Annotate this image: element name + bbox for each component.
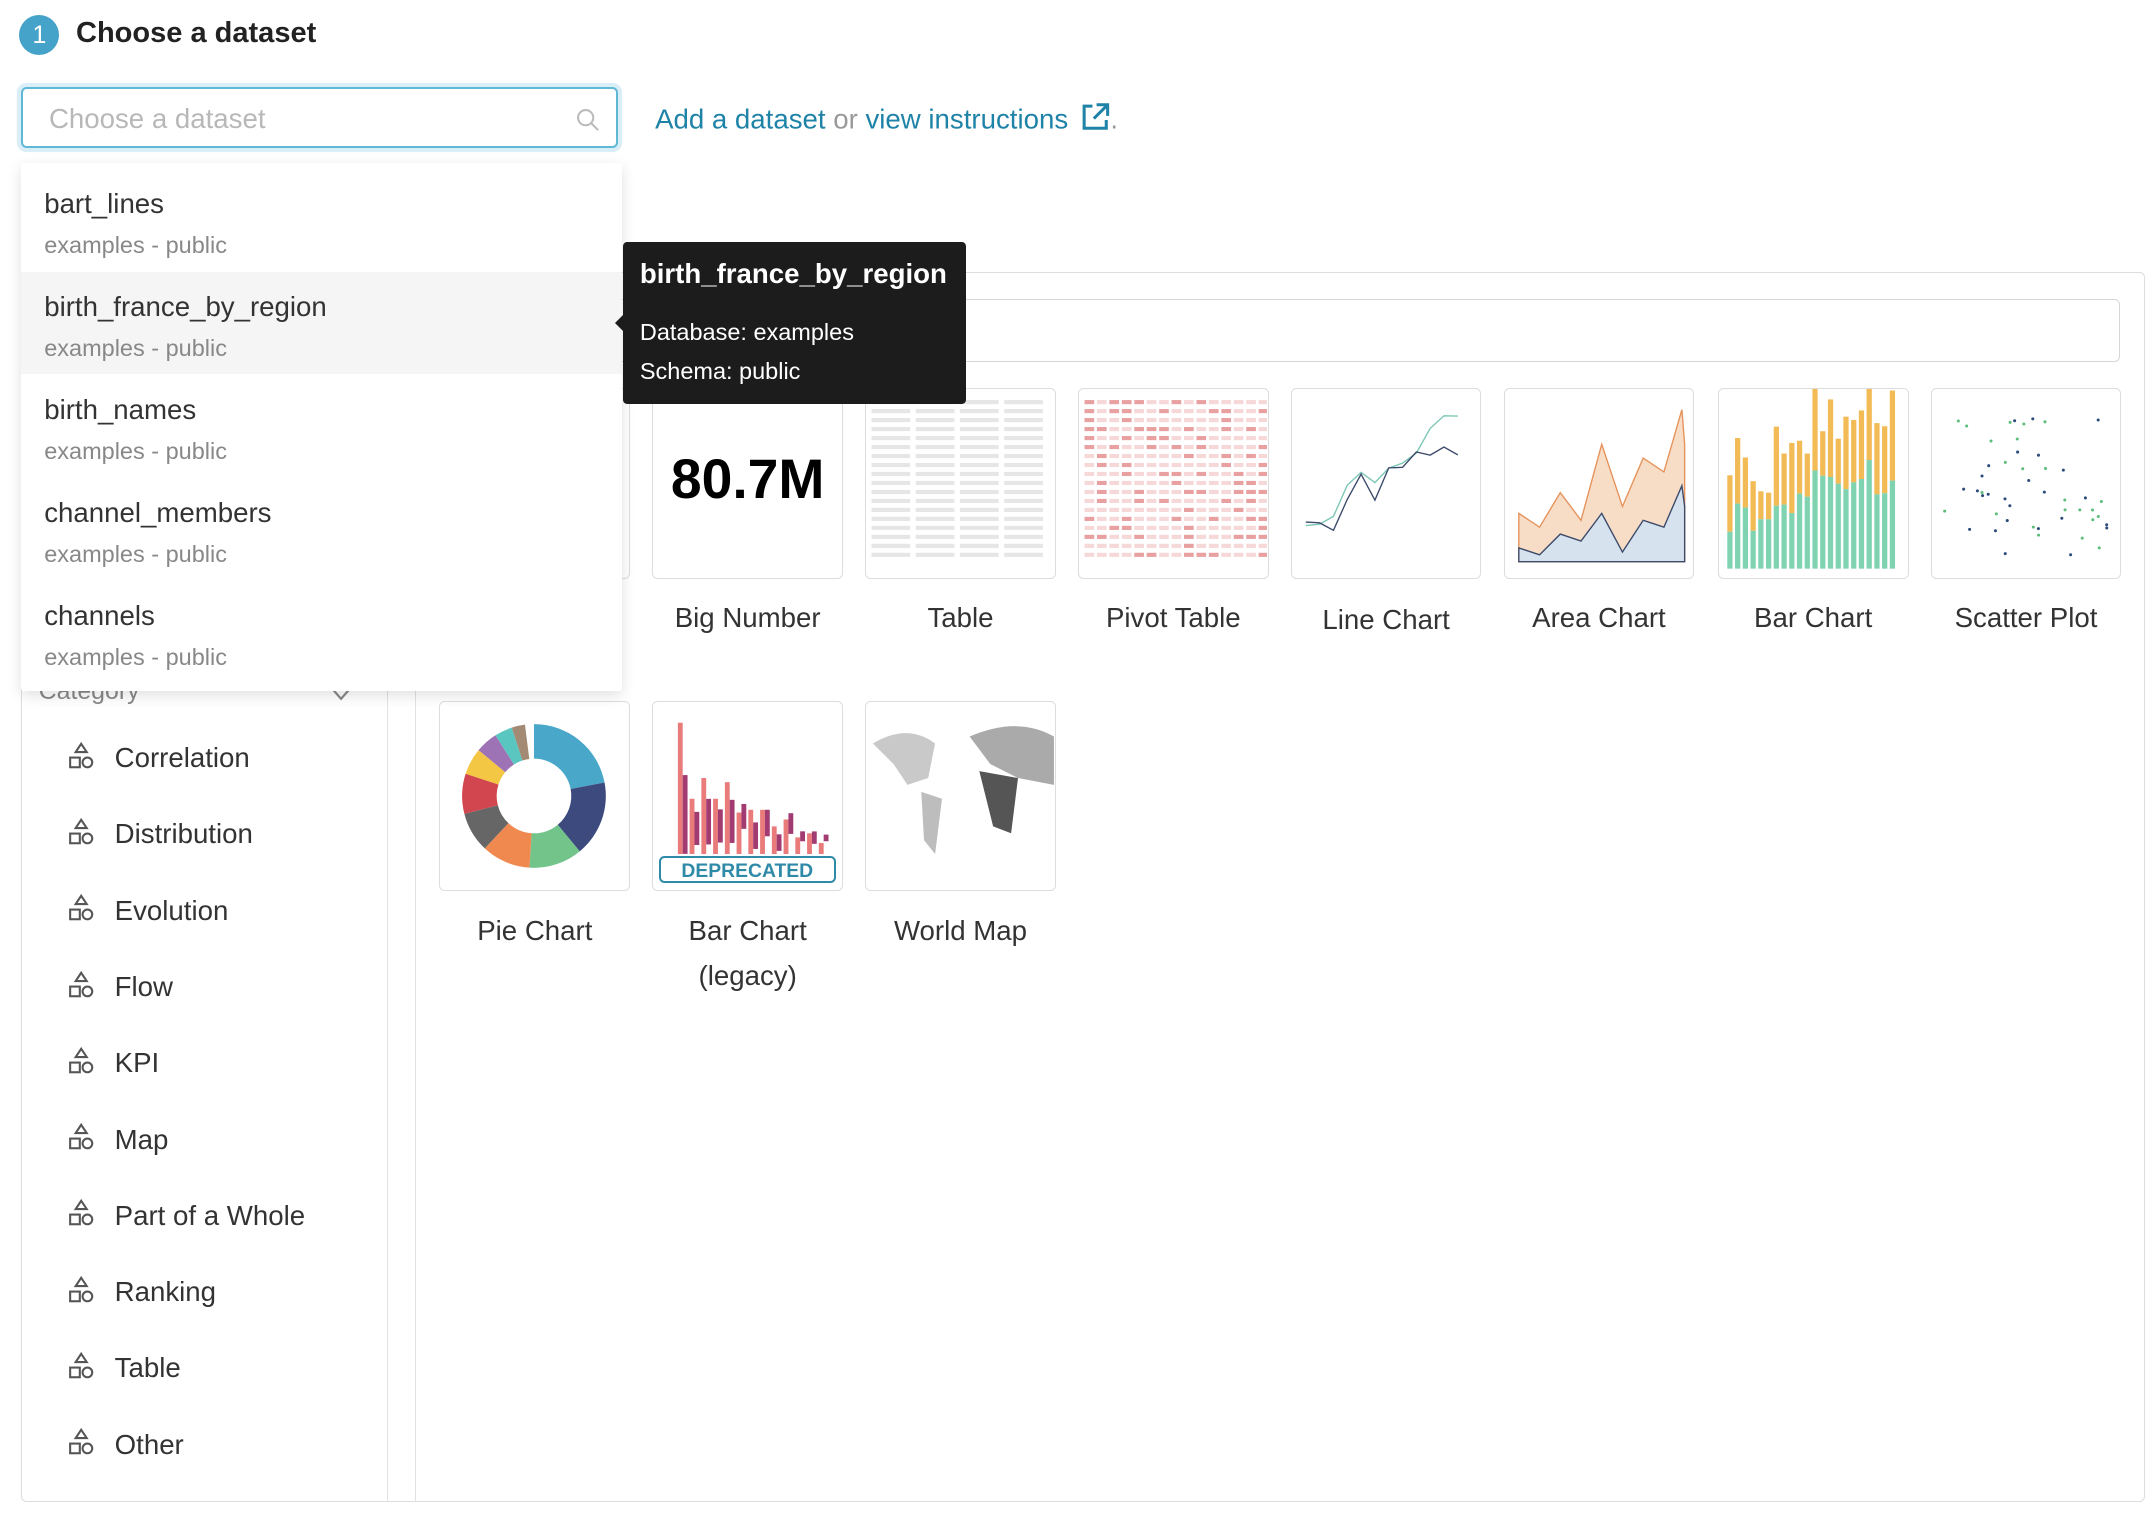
- category-label: Flow: [114, 970, 173, 1002]
- option-name: birth_names: [44, 393, 197, 425]
- option-name: bart_lines: [44, 187, 164, 219]
- option-subtitle: examples - public: [44, 643, 227, 670]
- category-label: Map: [114, 1123, 169, 1155]
- category-shapes-icon: [69, 1351, 94, 1379]
- dataset-select[interactable]: [20, 87, 618, 148]
- dataset-help-links: Add a dataset or view instructions .: [655, 102, 1118, 135]
- category-shapes-icon: [69, 970, 94, 997]
- option-name: channels: [44, 599, 155, 631]
- dataset-dropdown: bart_lines examples - public birth_france_…: [20, 163, 622, 691]
- category-label: Table: [114, 1352, 181, 1384]
- option-subtitle: examples - public: [44, 438, 227, 465]
- big-number-value: 80.7M: [670, 448, 825, 511]
- chart-label: World Map: [893, 915, 1027, 947]
- external-link-icon[interactable]: [1080, 102, 1110, 132]
- chart-card-world-map[interactable]: [865, 700, 1056, 892]
- category-shapes-icon: [69, 1199, 94, 1226]
- option-subtitle: examples - public: [44, 232, 227, 259]
- chart-label: (legacy): [698, 959, 797, 991]
- category-shapes-icon: [69, 741, 94, 769]
- category-label: Part of a Whole: [114, 1199, 306, 1231]
- category-sidebar: Category Correlation Distribution Evolutio…: [21, 272, 388, 1503]
- chart-label: Bar Chart: [688, 915, 807, 947]
- view-instructions-link[interactable]: view instructions: [865, 103, 1069, 135]
- option-name: birth_france_by_region: [44, 290, 327, 322]
- chart-label: Pivot Table: [1105, 601, 1241, 633]
- category-label: Correlation: [114, 742, 250, 774]
- add-dataset-link[interactable]: Add a dataset: [655, 103, 826, 135]
- chart-label: Pie Chart: [477, 915, 593, 947]
- category-shapes-icon: [69, 1275, 94, 1303]
- chart-label: Area Chart: [1532, 601, 1666, 633]
- category-label: Evolution: [114, 894, 229, 926]
- dataset-option[interactable]: birth_names examples - public: [21, 375, 622, 477]
- category-shapes-icon: [69, 1428, 94, 1455]
- tooltip-schema: Schema: public: [639, 357, 801, 384]
- category-label: Ranking: [114, 1276, 217, 1308]
- tooltip-database: Database: examples: [639, 319, 854, 346]
- search-icon: [576, 109, 599, 132]
- option-subtitle: examples - public: [44, 335, 227, 362]
- category-shapes-icon: [69, 817, 94, 845]
- category-shapes-icon: [69, 894, 94, 921]
- chart-label: Bar Chart: [1754, 601, 1873, 633]
- chart-card-pie-chart[interactable]: [439, 700, 631, 892]
- chart-card-bar-chart--legacy-[interactable]: DEPRECATED: [652, 700, 843, 892]
- dataset-search-input[interactable]: [46, 101, 564, 137]
- category-shapes-icon: [69, 1046, 94, 1074]
- chart-card-line-chart[interactable]: [1290, 388, 1482, 580]
- chart-label: Table: [927, 601, 994, 633]
- dataset-option[interactable]: channels examples - public: [21, 580, 622, 682]
- chart-label: Scatter Plot: [1954, 601, 2098, 633]
- section-title: Choose a dataset: [76, 16, 317, 49]
- chevron-down-icon[interactable]: [330, 685, 352, 702]
- dataset-tooltip: birth_france_by_region Database: example…: [614, 241, 967, 404]
- divider: [414, 272, 416, 1503]
- suffix: .: [1110, 103, 1119, 135]
- category-label: Distribution: [114, 818, 253, 850]
- deprecated-badge: DEPRECATED: [658, 855, 836, 884]
- chart-card-scatter-plot[interactable]: [1930, 388, 2122, 580]
- dataset-option[interactable]: bart_lines examples - public: [21, 169, 622, 271]
- chart-gallery-panel: [20, 272, 2145, 1503]
- option-name: channel_members: [44, 496, 272, 528]
- or-text: or: [825, 103, 866, 135]
- chart-card-table[interactable]: [865, 388, 1056, 580]
- chart-card-big-number[interactable]: 80.7M: [652, 388, 843, 580]
- category-label: Other: [114, 1428, 184, 1460]
- chart-card-pivot-table[interactable]: [1077, 388, 1269, 580]
- chart-card-bar-chart[interactable]: [1717, 388, 1909, 580]
- option-subtitle: examples - public: [44, 541, 227, 568]
- tooltip-title: birth_france_by_region: [639, 258, 947, 290]
- dataset-option[interactable]: birth_france_by_region examples - public: [20, 271, 622, 374]
- step-number-badge: 1: [19, 15, 60, 56]
- dataset-option[interactable]: channel_members examples - public: [21, 477, 622, 579]
- chart-label: Line Chart: [1322, 604, 1450, 636]
- chart-label: Big Number: [674, 601, 821, 633]
- chart-card-area-chart[interactable]: [1503, 388, 1695, 580]
- category-label: KPI: [114, 1047, 160, 1079]
- category-shapes-icon: [69, 1123, 94, 1150]
